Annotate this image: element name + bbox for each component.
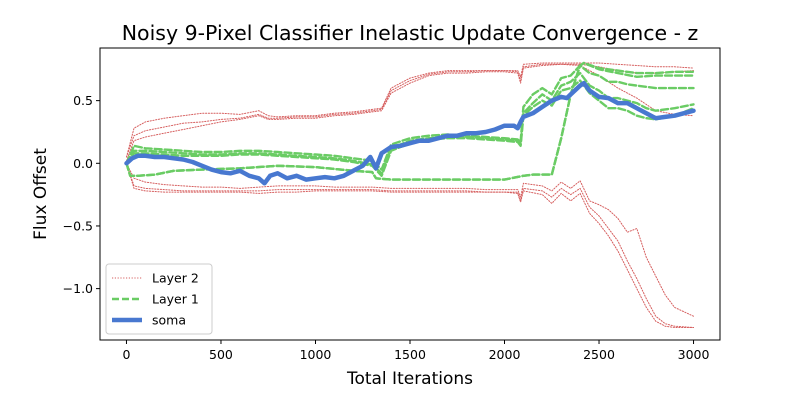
x-tick-label: 1500 <box>394 347 426 362</box>
x-tick-label: 2500 <box>583 347 615 362</box>
x-tick-label: 1000 <box>300 347 332 362</box>
x-axis-label: Total Iterations <box>346 369 473 389</box>
y-tick-label: 0.5 <box>73 93 93 108</box>
legend-label: Layer 1 <box>152 292 199 307</box>
tick-layer: 0 500 1000 1500 2000 2500 3000 −1.0 −0.5 0.0 0.5 <box>63 93 710 362</box>
y-axis-label: Flux Offset <box>31 148 51 240</box>
x-tick-label: 3000 <box>678 347 710 362</box>
legend-label: Layer 2 <box>152 271 199 286</box>
series-line-layer-2-3 <box>126 162 694 317</box>
series-line-layer-1-9 <box>125 71 695 175</box>
x-tick-label: 0 <box>122 347 130 362</box>
series-line-layer-1-7 <box>125 61 695 181</box>
series-line-layer-2-5 <box>126 162 694 328</box>
series-line-layer-1-10 <box>125 79 695 178</box>
series-line-layer-2-1 <box>126 63 694 158</box>
y-tick-label: −1.0 <box>63 281 93 296</box>
series-line-layer-2-2 <box>126 63 694 162</box>
legend-box <box>105 263 213 335</box>
chart-title: Noisy 9-Pixel Classifier Inelastic Updat… <box>122 21 699 45</box>
series-line-layer-1-8 <box>125 64 695 171</box>
y-tick-label: −0.5 <box>63 218 93 233</box>
y-tick-label: 0.0 <box>73 156 93 171</box>
x-tick-label: 500 <box>209 347 233 362</box>
legend-label: soma <box>152 313 186 328</box>
series-line-soma-11 <box>124 80 696 186</box>
x-tick-label: 2000 <box>489 347 521 362</box>
legend: Layer 2 Layer 1 soma <box>105 263 213 335</box>
series-layer <box>124 61 696 328</box>
